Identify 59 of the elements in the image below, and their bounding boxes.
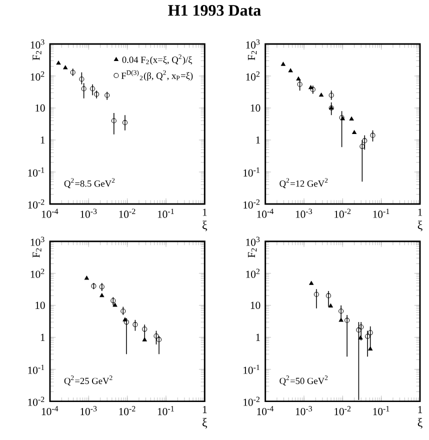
- x-tick-label: 10$^{-2}$: [334, 208, 351, 218]
- x-tick-label: 10$^{-3}$: [296, 406, 312, 416]
- y-tick-label: 10: [250, 302, 260, 309]
- x-tick-label: 10$^{-4}$: [42, 406, 58, 416]
- y-axis-title: F$_{2}$: [32, 248, 42, 258]
- y-tick-label: 10$^{-2}$: [244, 396, 260, 406]
- y-tick-label: 10$^{3}$: [30, 39, 44, 49]
- y-tick-label: 10$^{2}$: [246, 268, 260, 278]
- y-tick-label: 10$^{-1}$: [244, 364, 260, 374]
- y-axis-title: F$_{2}$: [248, 248, 257, 258]
- x-axis-title: ξ: [418, 418, 422, 429]
- y-tick-label: 10$^{2}$: [246, 71, 260, 81]
- x-tick-label: 10$^{-4}$: [257, 406, 274, 416]
- y-tick-label: 10$^{3}$: [246, 236, 260, 246]
- x-tick-label: 1: [202, 208, 207, 216]
- y-tick-label: 10$^{2}$: [30, 71, 44, 81]
- x-tick-label: 10$^{-3}$: [80, 208, 97, 218]
- x-tick-label: 10$^{-1}$: [373, 208, 390, 218]
- annotation: Q$^{2}$=8.5 GeV$^{2}$: [64, 178, 115, 188]
- y-tick-label: 1: [40, 334, 45, 341]
- x-tick-label: 10$^{-4}$: [42, 208, 58, 218]
- x-tick-label: 10$^{-1}$: [158, 208, 174, 218]
- x-tick-label: 10$^{-2}$: [119, 208, 136, 218]
- annotation: Q$^{2}$=50 GeV$^{2}$: [280, 376, 328, 386]
- x-tick-label: 10$^{-2}$: [119, 406, 136, 416]
- x-axis-title: ξ: [202, 220, 208, 232]
- y-tick-label: 1: [40, 136, 45, 144]
- y-tick-label: 10$^{3}$: [30, 236, 44, 246]
- chart-title: H1 1993 Data: [168, 5, 261, 16]
- y-tick-label: 10: [36, 302, 45, 309]
- y-tick-label: 10$^{-1}$: [28, 167, 44, 177]
- y-tick-label: 10$^{3}$: [246, 39, 260, 49]
- y-tick-label: 10: [250, 104, 260, 112]
- annotation: Q$^{2}$=12 GeV$^{2}$: [280, 178, 328, 188]
- y-tick-label: 1: [256, 334, 260, 341]
- x-tick-label: 10$^{-3}$: [296, 208, 312, 218]
- y-tick-label: 10$^{-1}$: [28, 364, 44, 374]
- x-tick-label: 1: [418, 406, 422, 414]
- x-tick-label: 10$^{-4}$: [257, 208, 274, 218]
- y-axis-title: F$_{2}$: [32, 51, 42, 60]
- legend-label: 0.04 F$_{2}$(x=ξ, Q$^{2}$)/ξ: [122, 54, 192, 65]
- x-tick-label: 10$^{-1}$: [158, 406, 174, 416]
- x-tick-label: 10$^{-3}$: [80, 406, 97, 416]
- y-tick-label: 10$^{2}$: [30, 268, 44, 278]
- legend-label: F$^{D(3)}$$_{2}$(β, Q$^{2}$, x$_{P}$=ξ): [121, 70, 193, 81]
- x-axis-title: ξ: [418, 220, 422, 232]
- x-tick-label: 1: [418, 208, 422, 216]
- y-tick-label: 1: [256, 136, 260, 144]
- annotation: Q$^{2}$=25 GeV$^{2}$: [64, 376, 112, 386]
- y-tick-label: 10$^{-2}$: [244, 199, 260, 209]
- y-tick-label: 10$^{-1}$: [244, 167, 260, 177]
- x-tick-label: 1: [202, 406, 207, 414]
- x-tick-label: 10$^{-1}$: [373, 406, 390, 416]
- y-tick-label: 10: [36, 104, 45, 112]
- y-axis-title: F$_{2}$: [248, 51, 257, 60]
- y-tick-label: 10$^{-2}$: [28, 199, 44, 209]
- y-tick-label: 10$^{-2}$: [28, 396, 44, 406]
- x-axis-title: ξ: [202, 418, 208, 429]
- x-tick-label: 10$^{-2}$: [334, 406, 351, 416]
